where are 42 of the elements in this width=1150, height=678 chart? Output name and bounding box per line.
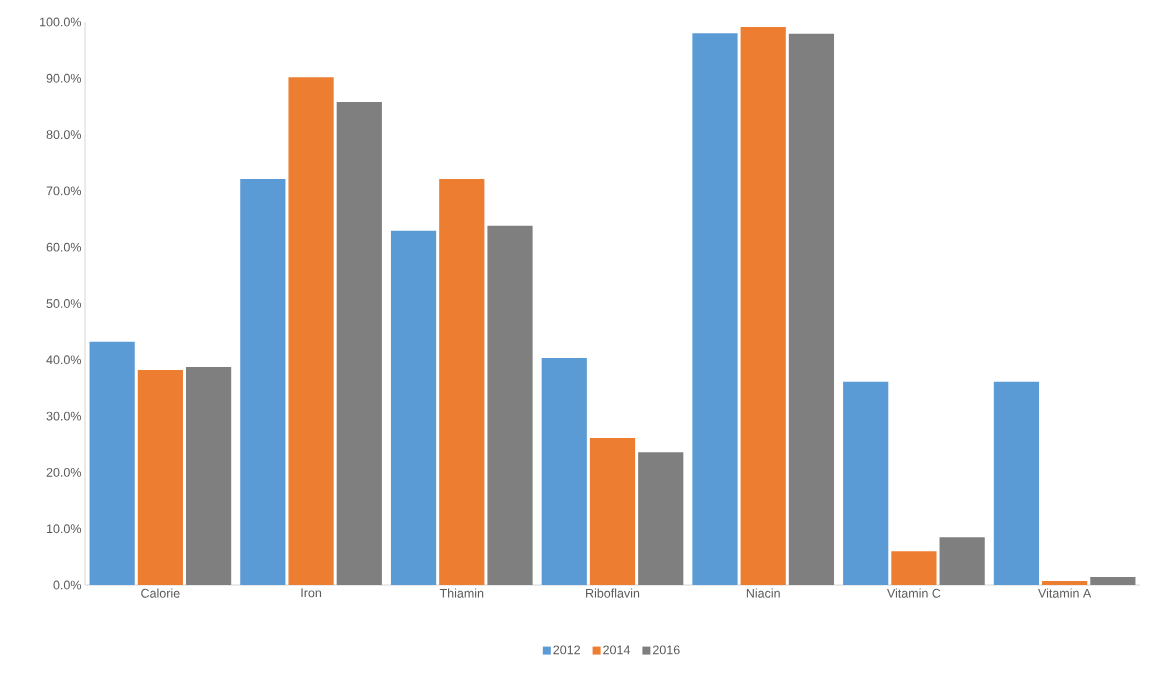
y-tick-label: 20.0%: [46, 467, 82, 477]
bar: [240, 179, 286, 585]
y-tick-label: 60.0%: [46, 242, 82, 252]
x-tick-label: Vitamin A: [1038, 588, 1092, 598]
y-tick-label: 40.0%: [46, 355, 82, 365]
y-tick-label: 100.0%: [40, 17, 82, 27]
bar: [487, 225, 533, 585]
bar: [185, 367, 232, 585]
legend-label: 2016: [653, 645, 680, 655]
bar: [89, 341, 135, 585]
bar: [692, 33, 738, 585]
bar: [843, 381, 889, 585]
bar: [993, 381, 1040, 585]
bar: [1042, 581, 1088, 585]
bar: [439, 179, 485, 585]
bar: [891, 551, 937, 585]
x-tick-label: Vitamin C: [887, 588, 941, 598]
bar: [788, 33, 835, 585]
y-tick-label: 70.0%: [46, 186, 82, 196]
x-tick-label: Iron: [301, 588, 322, 598]
y-tick-label: 50.0%: [46, 299, 82, 308]
bar: [336, 101, 382, 585]
y-tick-label: 10.0%: [46, 524, 82, 534]
legend-label: 2014: [603, 645, 631, 655]
y-tick-label: 80.0%: [46, 130, 82, 140]
bar: [638, 452, 684, 585]
bar: [740, 27, 786, 585]
bar: [939, 537, 985, 585]
y-tick-label: 30.0%: [46, 411, 82, 421]
bar: [137, 369, 183, 585]
legend-label: 2012: [553, 645, 580, 655]
bar: [541, 358, 587, 585]
x-tick-label: Riboflavin: [586, 588, 640, 598]
bar: [288, 77, 334, 585]
x-tick-label: Thiamin: [439, 588, 484, 598]
x-tick-label: Calorie: [141, 588, 180, 598]
y-tick-label: 0.0%: [53, 580, 82, 590]
bar: [1090, 577, 1136, 585]
bar: [390, 230, 437, 585]
y-tick-label: 90.0%: [46, 73, 82, 83]
x-tick-label: Niacin: [746, 588, 780, 598]
bar: [589, 438, 636, 585]
